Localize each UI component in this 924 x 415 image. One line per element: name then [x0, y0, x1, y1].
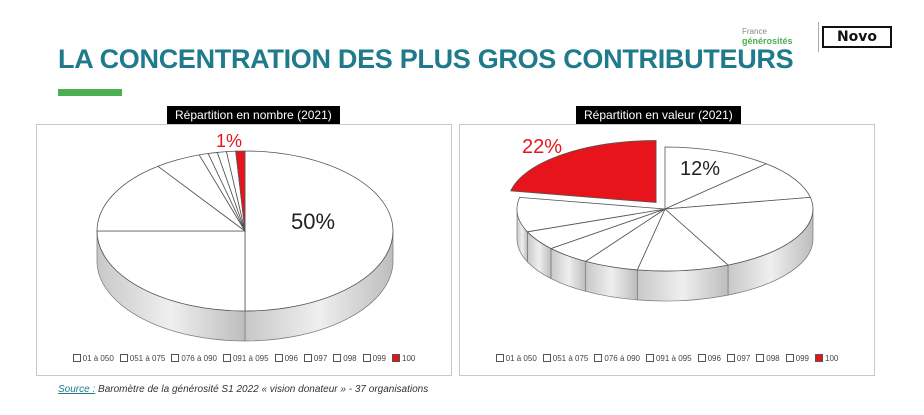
- legend-swatch: [726, 354, 735, 362]
- chart-panel-value: 12% 22% 01 à 050 051 à 075 076 à 090 091 à 0…: [459, 124, 875, 376]
- legend-swatch: [542, 354, 551, 362]
- legend-swatch: [303, 354, 312, 362]
- legend-label: 097: [313, 354, 328, 363]
- legend-label: 076 à 090: [181, 354, 217, 363]
- legend-label: 098: [343, 354, 357, 363]
- legend-swatch: [119, 354, 128, 362]
- legend-swatch: [274, 354, 283, 362]
- legend-swatch: [756, 354, 765, 362]
- chart-title-value: Répartition en valeur (2021): [576, 106, 741, 124]
- novo-logo: Novo: [822, 26, 892, 48]
- chart-panel-count: 50% 1% 01 à 050 051 à 075 076 à 090 091 à 09…: [36, 124, 452, 376]
- legend-swatch: [815, 354, 823, 362]
- pie-chart-value: 12% 22%: [510, 136, 814, 302]
- legend-item: 097: [726, 354, 751, 363]
- legend-label: 091 à 095: [232, 354, 269, 363]
- legend-label: 051 à 075: [129, 354, 166, 363]
- novo-logo-text: Novo: [836, 29, 878, 45]
- data-label-8: 1%: [216, 131, 242, 151]
- pie-slice-0: [244, 150, 394, 312]
- legend-label: 099: [372, 354, 386, 363]
- france-generosites-logo: France générosités: [742, 27, 812, 49]
- legend-swatch: [72, 354, 81, 362]
- chart-title-count: Répartition en nombre (2021): [167, 106, 340, 124]
- legend-item: 051 à 075: [119, 354, 166, 363]
- pie-slice-3: [636, 208, 729, 272]
- pie-slice-1: [664, 163, 811, 210]
- legend-label: 051 à 075: [552, 354, 589, 363]
- legend-swatch: [594, 354, 603, 362]
- source-text: Baromètre de la générosité S1 2022 « vis…: [95, 384, 429, 395]
- legend-label: 076 à 090: [604, 354, 640, 363]
- pie-slice-7: [516, 196, 666, 233]
- legend-swatch: [392, 354, 400, 362]
- legend-swatch: [785, 354, 794, 362]
- source-label: Source :: [58, 384, 96, 395]
- legend-item: 01 à 050: [495, 354, 537, 363]
- logo-line-2: générosités: [742, 36, 793, 46]
- legend-item: 091 à 095: [222, 354, 269, 363]
- legend-count: 01 à 050 051 à 075 076 à 090 091 à 095 096 09…: [37, 354, 451, 363]
- legend-swatch: [697, 354, 706, 362]
- logo-divider: [818, 22, 819, 52]
- legend-item: 099: [785, 354, 809, 363]
- pie-slice-8: [510, 140, 657, 203]
- page-title: LA CONCENTRATION DES PLUS GROS CONTRIBUT…: [58, 44, 794, 74]
- legend-item: 096: [697, 354, 721, 363]
- legend-label: 100: [825, 354, 839, 363]
- pie-slice-1: [96, 230, 246, 312]
- pie-slice-2: [96, 165, 247, 232]
- legend-label: 096: [284, 354, 298, 363]
- legend-value: 01 à 050 051 à 075 076 à 090 091 à 095 096 09…: [460, 354, 874, 363]
- pie-slice-0: [664, 146, 768, 210]
- legend-item: 100: [392, 354, 415, 363]
- data-label-0: 12%: [680, 158, 720, 180]
- legend-label: 01 à 050: [505, 354, 537, 363]
- legend-item: 100: [815, 354, 838, 363]
- legend-item: 091 à 095: [645, 354, 692, 363]
- legend-item: 098: [756, 354, 780, 363]
- data-label-8: 22%: [522, 136, 562, 158]
- pie-slice-2: [664, 196, 814, 266]
- legend-swatch: [362, 354, 371, 362]
- pie-chart-count: 50% 1%: [96, 131, 394, 342]
- legend-label: 097: [736, 354, 751, 363]
- pie-slice-8: [235, 150, 246, 232]
- legend-item: 076 à 090: [594, 354, 640, 363]
- data-label-0: 50%: [291, 209, 335, 234]
- source-note: Source : Baromètre de la générosité S1 2…: [58, 384, 428, 395]
- legend-swatch: [333, 354, 342, 362]
- logo-line-1: France: [742, 27, 767, 36]
- legend-item: 096: [274, 354, 298, 363]
- legend-label: 096: [707, 354, 721, 363]
- legend-item: 099: [362, 354, 386, 363]
- title-accent-bar: [58, 89, 122, 96]
- legend-swatch: [171, 354, 180, 362]
- legend-label: 099: [795, 354, 809, 363]
- legend-swatch: [222, 354, 231, 362]
- legend-item: 098: [333, 354, 357, 363]
- legend-item: 097: [303, 354, 328, 363]
- legend-label: 098: [766, 354, 780, 363]
- legend-label: 100: [402, 354, 416, 363]
- legend-label: 01 à 050: [82, 354, 114, 363]
- legend-item: 01 à 050: [72, 354, 114, 363]
- legend-item: 051 à 075: [542, 354, 589, 363]
- legend-item: 076 à 090: [171, 354, 217, 363]
- legend-label: 091 à 095: [655, 354, 692, 363]
- legend-swatch: [495, 354, 504, 362]
- legend-swatch: [645, 354, 654, 362]
